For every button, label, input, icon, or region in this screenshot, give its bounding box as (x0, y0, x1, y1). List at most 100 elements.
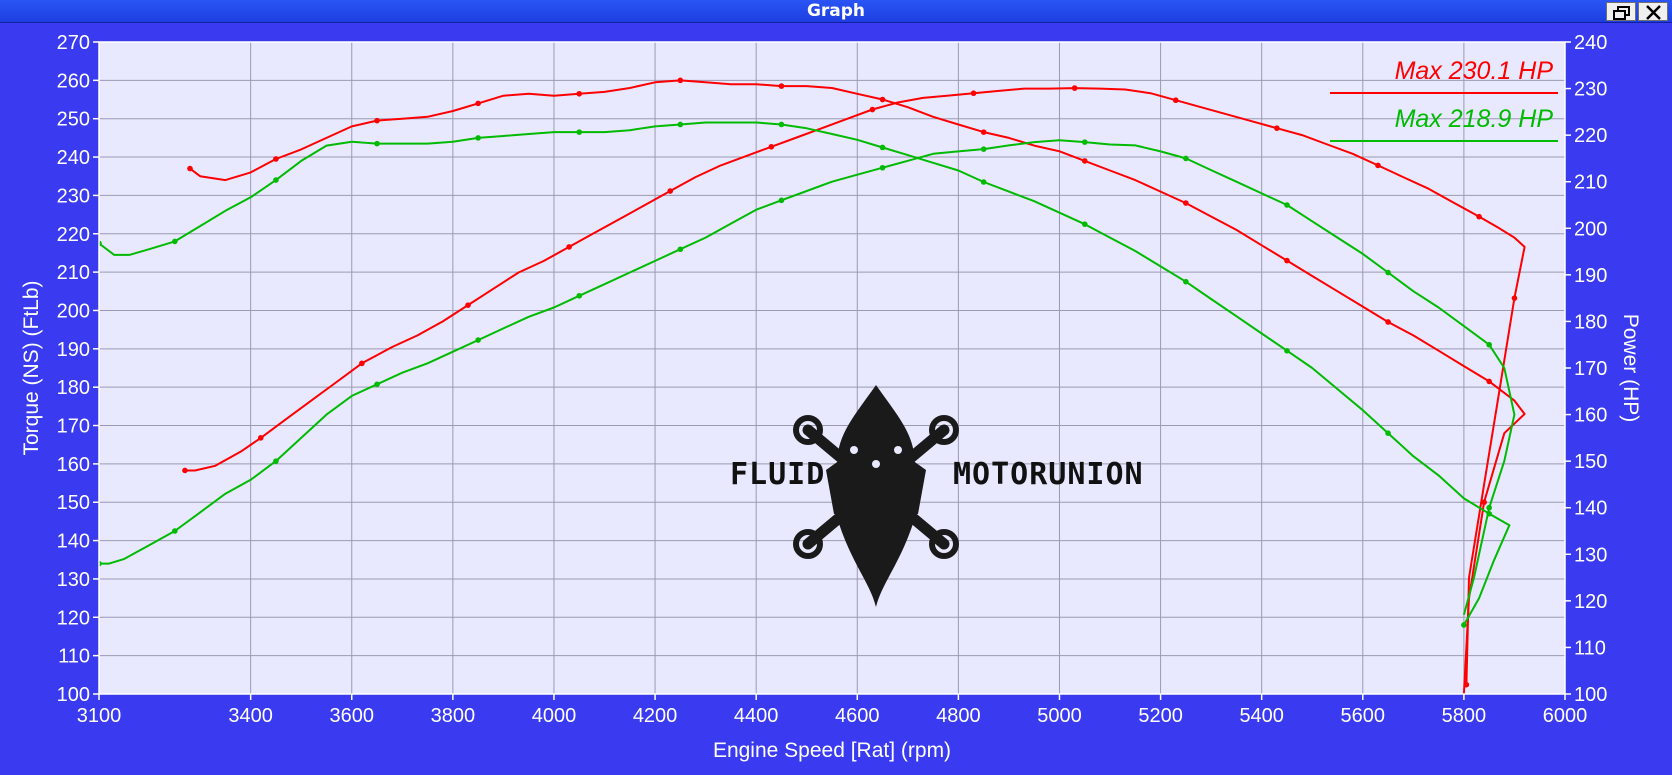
series-point-1 (1172, 97, 1179, 104)
plot-frame (98, 41, 1566, 695)
series-point-3 (778, 197, 785, 204)
series-point-1 (667, 188, 674, 194)
series-point-1 (182, 467, 188, 474)
x-tick-label: 5600 (1341, 705, 1386, 727)
y-tick-label: 250 (57, 109, 90, 131)
series-point-2 (980, 179, 987, 185)
window-title: Graph (806, 1, 866, 21)
series-point-1 (768, 143, 775, 150)
series-point-1 (1375, 162, 1381, 169)
y2-tick-label: 240 (1574, 32, 1607, 54)
x-tick-label: 3800 (431, 705, 476, 727)
y-tick-label: 230 (57, 185, 90, 207)
y-tick-label: 160 (57, 454, 90, 476)
series-point-3 (1183, 155, 1189, 162)
window-titlebar[interactable]: Graph (0, 0, 1672, 23)
x-tick-label: 4400 (734, 705, 779, 727)
series-point-2 (273, 177, 279, 183)
series-point-2 (1461, 622, 1467, 628)
series-line-1 (184, 87, 1526, 685)
series-point-2 (172, 238, 178, 245)
series-point-2 (1284, 347, 1290, 354)
x-tick-label: 5200 (1138, 705, 1183, 727)
series-point-1 (465, 302, 471, 308)
series-line-2 (99, 121, 1511, 626)
axes-group: 3100 3400 3600 3800 4000 4200 4400 4600 4800 5000… (57, 32, 1608, 727)
series-point-3 (273, 458, 279, 464)
series-point-3 (1081, 139, 1088, 145)
plot-area (99, 42, 1565, 694)
watermark-right-text: MOTORUNION (953, 457, 1144, 492)
series-point-0 (1385, 319, 1391, 325)
x-tick-label: 5400 (1239, 705, 1284, 727)
x-tick-label: 4600 (835, 705, 880, 727)
series-point-3 (1486, 341, 1492, 348)
series-point-2 (475, 135, 481, 141)
series-point-2 (374, 140, 380, 147)
series-point-1 (1511, 295, 1518, 301)
y2-tick-label: 180 (1574, 311, 1607, 333)
y-axis-label: Torque (NS) (FtLb) (20, 280, 43, 455)
series-point-3 (1385, 269, 1391, 276)
series-point-3 (374, 381, 380, 388)
restore-button[interactable] (1606, 2, 1636, 21)
series-point-2 (778, 121, 785, 128)
series-point-2 (1385, 430, 1391, 437)
y-tick-label: 190 (57, 339, 90, 361)
watermark-logo: FLUID MOTORUNION (730, 385, 1144, 607)
x-tick-label: 4000 (532, 705, 577, 727)
series-point-1 (1274, 125, 1280, 131)
y2-tick-label: 230 (1574, 79, 1607, 101)
x-tick-label: 6000 (1543, 705, 1588, 727)
x-tick-label: 4800 (936, 705, 981, 727)
y2-tick-label: 210 (1574, 172, 1607, 194)
series-point-0 (1081, 158, 1088, 164)
series-point-0 (475, 100, 481, 107)
series-point-0 (778, 83, 785, 89)
y-tick-label: 170 (57, 416, 90, 438)
series-point-0 (273, 156, 279, 162)
x-tick-label: 4200 (633, 705, 678, 727)
series-point-1 (257, 435, 264, 441)
series-point-1 (869, 106, 876, 113)
series-point-0 (879, 96, 886, 103)
series-point-0 (677, 77, 684, 84)
y2-tick-label: 120 (1574, 591, 1607, 613)
legend-label-0: Max 230.1 HP (1395, 57, 1554, 85)
y2-tick-label: 130 (1574, 544, 1607, 566)
series-point-1 (359, 360, 365, 367)
series-point-2 (879, 144, 886, 151)
legend-label-1: Max 218.9 HP (1395, 105, 1554, 133)
series-point-3 (475, 337, 481, 343)
y2-tick-label: 100 (1574, 684, 1607, 706)
y2-tick-label: 190 (1574, 265, 1607, 287)
series-point-0 (1486, 378, 1492, 385)
series-point-1 (1476, 213, 1482, 220)
close-button[interactable] (1638, 2, 1668, 21)
series-point-0 (374, 117, 380, 124)
x-tick-label: 3400 (228, 705, 273, 727)
close-icon (1646, 5, 1661, 20)
series-point-0 (980, 129, 987, 135)
series-point-2 (576, 129, 583, 135)
y-tick-label: 210 (57, 262, 90, 284)
series-point-1 (1071, 85, 1078, 91)
y2-tick-label: 200 (1574, 218, 1607, 240)
y-tick-label: 110 (58, 646, 90, 668)
series-point-0 (1481, 499, 1487, 506)
series-point-3 (677, 246, 684, 253)
series-group (99, 77, 1526, 694)
x-axis-label: Engine Speed [Rat] (rpm) (713, 739, 951, 762)
x-tick-label: 5800 (1442, 705, 1487, 727)
y-tick-label: 260 (57, 70, 90, 92)
series-point-3 (879, 164, 886, 171)
y-tick-label: 180 (57, 377, 90, 399)
wrench-crown-logo-icon (793, 385, 959, 607)
series-point-0 (1183, 200, 1189, 206)
y-tick-label: 150 (57, 492, 90, 514)
series-point-1 (1463, 681, 1470, 688)
y-tick-label: 200 (57, 300, 90, 322)
y-tick-label: 140 (57, 531, 90, 553)
dyno-chart: FLUID MOTORUNION 3100 3400 3600 3800 4000 420… (20, 32, 1642, 762)
y2-tick-label: 160 (1574, 405, 1607, 427)
